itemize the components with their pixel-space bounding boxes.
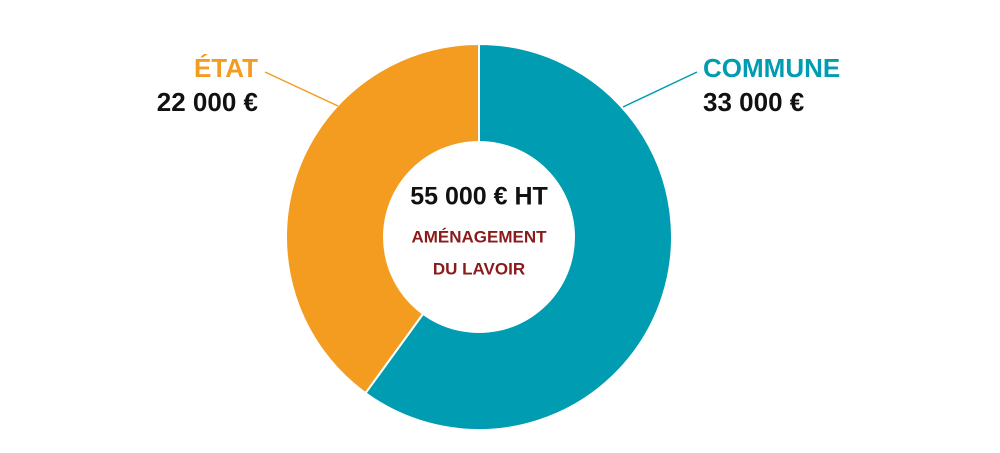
- slice: [285, 42, 480, 395]
- slice-label: COMMUNE: [703, 53, 840, 83]
- center-title: AMÉNAGEMENT: [411, 227, 547, 246]
- value-label: 22 000 €: [157, 87, 258, 117]
- center-title: DU LAVOIR: [433, 259, 525, 278]
- leader-line: [264, 71, 339, 107]
- value-label: 33 000 €: [703, 87, 804, 117]
- slice-label: ÉTAT: [194, 53, 258, 83]
- leader-line: [622, 71, 698, 108]
- center-total: 55 000 € HT: [410, 183, 548, 211]
- donut-hole: [383, 141, 575, 333]
